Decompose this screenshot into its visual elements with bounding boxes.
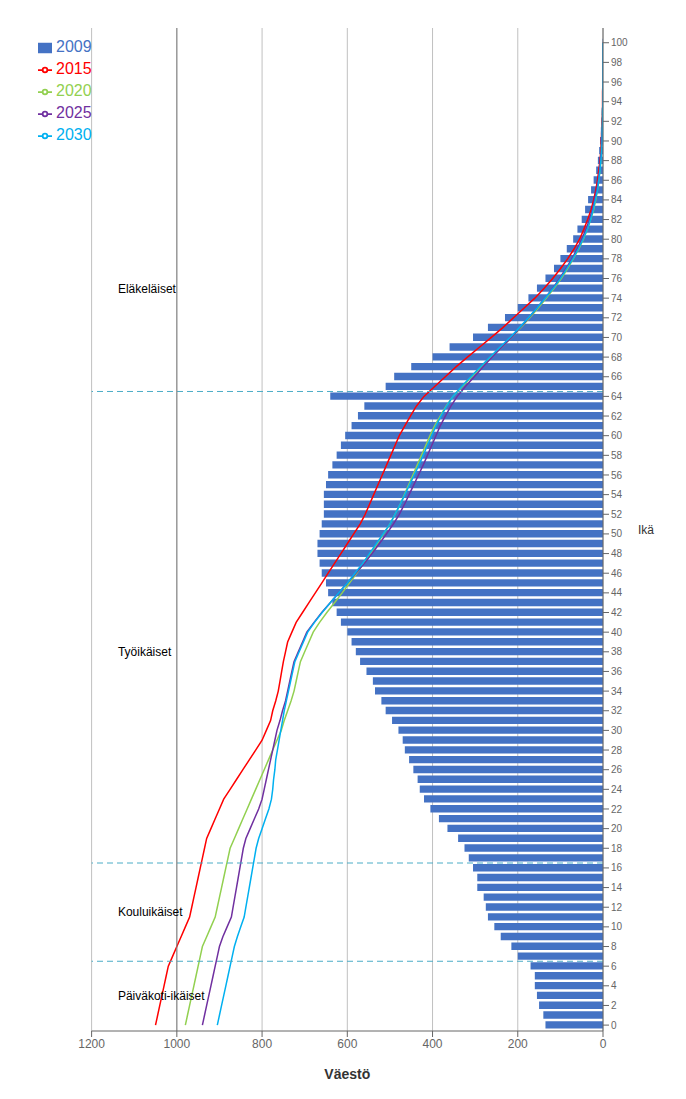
svg-text:10: 10 xyxy=(611,921,623,932)
svg-text:28: 28 xyxy=(611,745,623,756)
svg-text:Kouluikäiset: Kouluikäiset xyxy=(118,905,183,919)
svg-text:36: 36 xyxy=(611,666,623,677)
svg-text:66: 66 xyxy=(611,371,623,382)
svg-text:0: 0 xyxy=(611,1020,617,1031)
svg-text:62: 62 xyxy=(611,411,623,422)
svg-text:600: 600 xyxy=(337,1037,357,1051)
svg-text:1000: 1000 xyxy=(163,1037,190,1051)
svg-text:84: 84 xyxy=(611,194,623,205)
svg-text:96: 96 xyxy=(611,77,623,88)
svg-text:50: 50 xyxy=(611,528,623,539)
html-text:2030: 2030 xyxy=(56,126,92,143)
svg-text:94: 94 xyxy=(611,96,623,107)
html-text:2009: 2009 xyxy=(56,38,92,55)
svg-text:58: 58 xyxy=(611,450,623,461)
svg-text:60: 60 xyxy=(611,430,623,441)
svg-text:4: 4 xyxy=(611,980,617,991)
svg-text:70: 70 xyxy=(611,332,623,343)
svg-text:8: 8 xyxy=(611,941,617,952)
svg-text:Päiväkoti-ikäiset: Päiväkoti-ikäiset xyxy=(118,989,205,1003)
svg-text:400: 400 xyxy=(423,1037,443,1051)
svg-text:54: 54 xyxy=(611,489,623,500)
svg-text:100: 100 xyxy=(611,37,628,48)
svg-text:68: 68 xyxy=(611,352,623,363)
svg-text:52: 52 xyxy=(611,509,623,520)
svg-text:48: 48 xyxy=(611,548,623,559)
svg-text:86: 86 xyxy=(611,175,623,186)
svg-text:88: 88 xyxy=(611,155,623,166)
svg-text:800: 800 xyxy=(252,1037,272,1051)
svg-text:1200: 1200 xyxy=(78,1037,105,1051)
svg-text:82: 82 xyxy=(611,214,623,225)
svg-text:12: 12 xyxy=(611,902,623,913)
svg-text:200: 200 xyxy=(508,1037,528,1051)
html-text:2025: 2025 xyxy=(56,104,92,121)
svg-text:22: 22 xyxy=(611,804,623,815)
svg-text:92: 92 xyxy=(611,116,623,127)
svg-text:46: 46 xyxy=(611,568,623,579)
svg-text:56: 56 xyxy=(611,470,623,481)
svg-text:18: 18 xyxy=(611,843,623,854)
svg-text:76: 76 xyxy=(611,273,623,284)
svg-text:40: 40 xyxy=(611,627,623,638)
svg-text:14: 14 xyxy=(611,882,623,893)
svg-text:2: 2 xyxy=(611,1000,617,1011)
html-text:2020: 2020 xyxy=(56,82,92,99)
svg-text:26: 26 xyxy=(611,764,623,775)
svg-text:24: 24 xyxy=(611,784,623,795)
svg-text:38: 38 xyxy=(611,646,623,657)
svg-text:6: 6 xyxy=(611,961,617,972)
svg-text:Työikäiset: Työikäiset xyxy=(118,645,172,659)
svg-text:0: 0 xyxy=(600,1037,607,1051)
svg-text:32: 32 xyxy=(611,705,623,716)
svg-text:34: 34 xyxy=(611,686,623,697)
svg-text:64: 64 xyxy=(611,391,623,402)
svg-text:Väestö: Väestö xyxy=(324,1066,370,1082)
svg-text:Eläkeläiset: Eläkeläiset xyxy=(118,282,177,296)
svg-text:30: 30 xyxy=(611,725,623,736)
svg-text:98: 98 xyxy=(611,57,623,68)
svg-text:78: 78 xyxy=(611,253,623,264)
svg-text:44: 44 xyxy=(611,587,623,598)
svg-text:42: 42 xyxy=(611,607,623,618)
svg-text:Ikä: Ikä xyxy=(638,523,654,537)
svg-text:74: 74 xyxy=(611,293,623,304)
svg-text:90: 90 xyxy=(611,136,623,147)
html-text:2015: 2015 xyxy=(56,60,92,77)
svg-text:80: 80 xyxy=(611,234,623,245)
svg-text:16: 16 xyxy=(611,862,623,873)
svg-text:20: 20 xyxy=(611,823,623,834)
svg-text:72: 72 xyxy=(611,312,623,323)
